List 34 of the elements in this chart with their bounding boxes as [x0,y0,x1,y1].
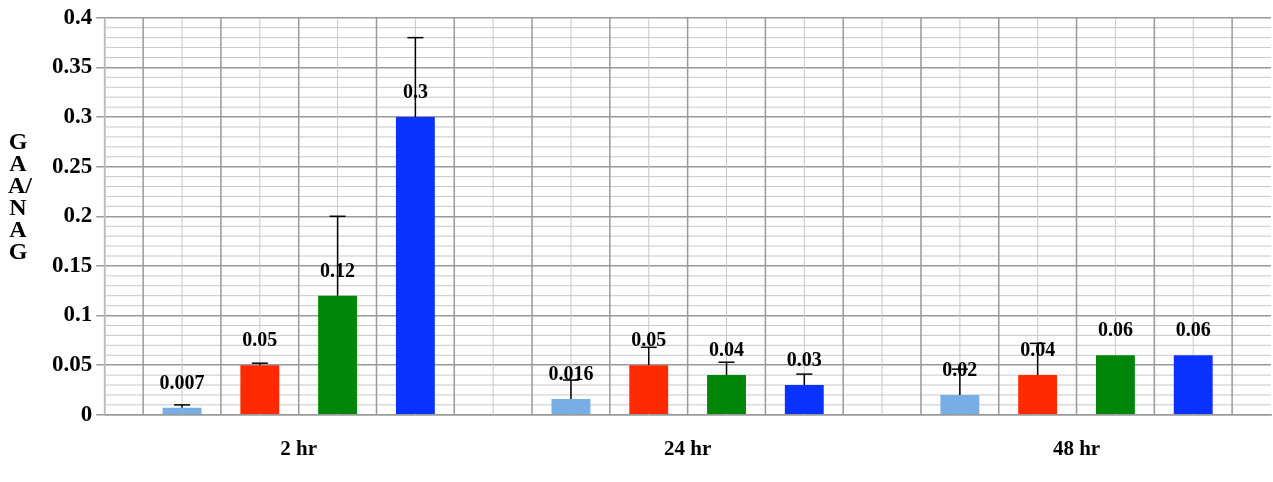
bar [629,365,669,415]
bar [1018,375,1058,415]
data-label: 0.06 [1097,318,1133,341]
bar [162,407,202,415]
y-tick-label: 0.05 [52,351,93,377]
y-tick-label: 0.35 [52,53,93,79]
bar [707,375,746,415]
data-label: 0.05 [631,328,667,351]
y-tick-label: 0.2 [63,202,93,228]
data-label: 0.03 [786,348,822,371]
data-label: 0.06 [1175,318,1211,341]
y-tick-label: 0.4 [63,3,93,29]
bar [395,117,435,415]
y-axis-title: GAA/NAG [8,128,32,264]
y-tick-label: 0.1 [63,301,93,327]
x-tick-label: 2 hr [280,435,318,460]
x-tick-label: 24 hr [664,435,712,460]
data-label: 0.05 [242,328,278,351]
y-tick-label: 0.15 [52,251,93,277]
y-tick-label: 0 [80,400,93,426]
x-tick-label: 48 hr [1052,435,1101,460]
data-label: 0.02 [942,358,978,381]
y-tick-label: 0.3 [63,102,93,128]
bar [240,365,280,415]
y-tick-label: 0.25 [52,152,93,178]
bar [1095,355,1135,415]
bar [551,398,591,415]
bar [1173,355,1213,415]
data-label: 0.016 [548,362,594,385]
bar [940,394,980,415]
data-label: 0.007 [159,371,205,394]
bar [784,385,824,415]
data-label: 0.04 [709,338,745,361]
bar [318,295,358,415]
